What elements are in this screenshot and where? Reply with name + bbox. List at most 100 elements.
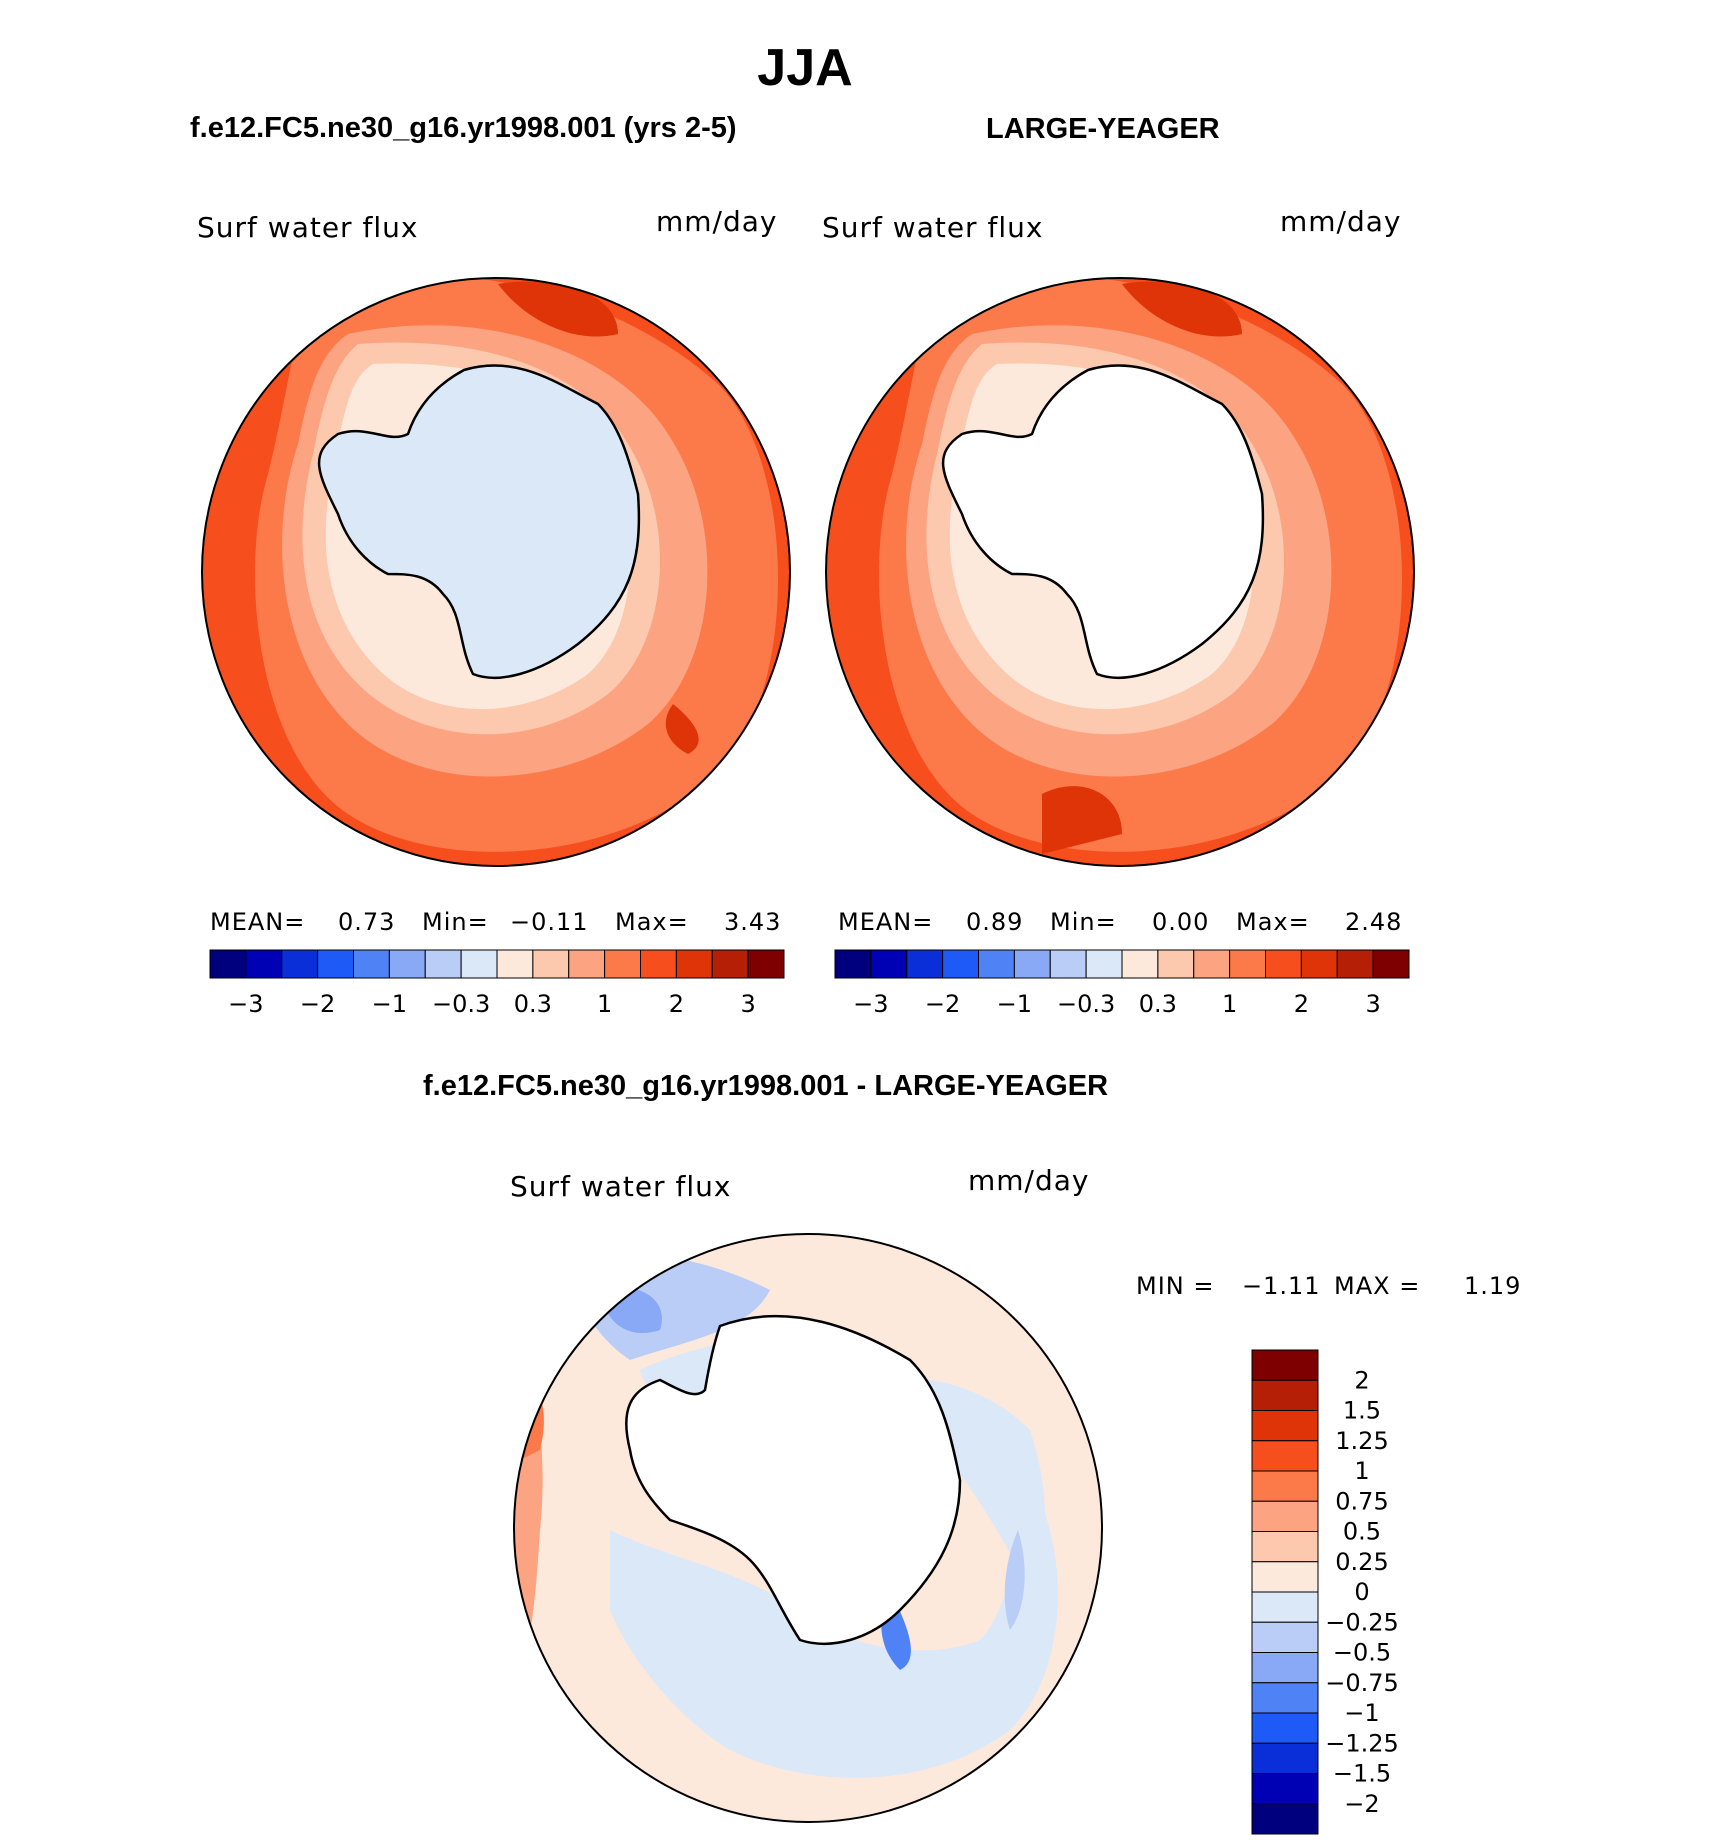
panel-2-colorbar-tick-label: 1 — [1222, 990, 1237, 1018]
panel-1-mean-label: MEAN= — [210, 908, 306, 936]
diff-colorbar-tick-label: 1 — [1354, 1457, 1369, 1485]
panel-1-colorbar-box — [604, 949, 641, 979]
diff-colorbar-tick-label: −1.5 — [1333, 1760, 1391, 1788]
diff-colorbar-tick-label: −0.75 — [1325, 1669, 1399, 1697]
panel-1-colorbar-tick-label: −1 — [372, 990, 407, 1018]
panel-1-variable: Surf water flux — [197, 211, 419, 244]
panel-2-colorbar-box — [1193, 949, 1231, 979]
diff-min-label: MIN = — [1136, 1272, 1215, 1300]
panel-1-colorbar-box — [640, 949, 677, 979]
diff-colorbar-box — [1251, 1742, 1319, 1774]
diff-colorbar-tick-label: 2 — [1354, 1366, 1369, 1394]
diff-colorbar-tick-label: 0 — [1354, 1578, 1369, 1606]
panel-2-map — [825, 277, 1415, 867]
panel-1-colorbar-tick-label: −0.3 — [432, 990, 490, 1018]
panel-2-colorbar-box — [1013, 949, 1051, 979]
panel-1-colorbar-tick-label: 1 — [597, 990, 612, 1018]
panel-2-colorbar-box — [942, 949, 979, 979]
diff-colorbar-box — [1251, 1500, 1319, 1532]
diff-colorbar-box — [1251, 1440, 1319, 1472]
diff-map — [513, 1233, 1103, 1823]
diff-colorbar-box — [1251, 1682, 1319, 1714]
panel-2-units: mm/day — [1280, 205, 1402, 238]
diff-colorbar-tick-label: −0.25 — [1325, 1608, 1399, 1636]
panel-1-colorbar-box — [245, 949, 283, 979]
diff-units: mm/day — [968, 1164, 1090, 1197]
panel-1-colorbar-box — [675, 949, 713, 979]
panel-1-colorbar-box — [568, 949, 606, 979]
diff-colorbar-tick-label: −2 — [1344, 1790, 1379, 1818]
panel-2-colorbar-box — [978, 949, 1015, 979]
panel-1-colorbar-box — [388, 949, 426, 979]
panel-1-colorbar-box — [317, 949, 354, 979]
panel-2-colorbar-box — [1265, 949, 1302, 979]
panel-1-units: mm/day — [656, 205, 778, 238]
panel-1-mean-value: 0.73 — [338, 908, 396, 936]
panel-2-colorbar-box — [1049, 949, 1087, 979]
panel-1-colorbar-box — [496, 949, 534, 979]
panel-2-colorbar-box — [870, 949, 908, 979]
panel-2-colorbar-tick-label: −1 — [997, 990, 1032, 1018]
diff-colorbar-tick-label: 1.25 — [1335, 1427, 1388, 1455]
panel-2-colorbar-tick-label: 2 — [1294, 990, 1309, 1018]
panel-2-header: LARGE-YEAGER — [986, 113, 1220, 145]
panel-2-max-label: Max= — [1236, 908, 1310, 936]
diff-min-value: −1.11 — [1242, 1272, 1321, 1300]
panel-2-mean-value: 0.89 — [966, 908, 1024, 936]
diff-colorbar-tick-label: 1.5 — [1343, 1397, 1381, 1425]
panel-1-colorbar: −3 −2 −1 −0.3 0.3 1 2 3 — [209, 949, 785, 1018]
diff-colorbar-tick-label: 0.75 — [1335, 1487, 1388, 1515]
panel-2-colorbar-box — [1085, 949, 1123, 979]
panel-1-min-value: −0.11 — [510, 908, 589, 936]
panel-2-colorbar-box — [1229, 949, 1266, 979]
diff-colorbar-box — [1251, 1379, 1319, 1411]
diff-colorbar-box — [1251, 1349, 1319, 1381]
diff-colorbar-box — [1251, 1410, 1319, 1442]
panel-2-colorbar-tick-label: −0.3 — [1057, 990, 1115, 1018]
panel-2-mean-label: MEAN= — [838, 908, 934, 936]
panel-2-colorbar-box — [1121, 949, 1159, 979]
diff-colorbar-tick-label: 0.25 — [1335, 1548, 1388, 1576]
panel-2-colorbar-box — [1300, 949, 1338, 979]
panel-2-colorbar-tick-label: 3 — [1365, 990, 1380, 1018]
diff-colorbar-box — [1251, 1803, 1319, 1835]
panel-1-colorbar-box — [424, 949, 462, 979]
diff-colorbar-box — [1251, 1591, 1319, 1623]
panel-2-colorbar-box — [906, 949, 944, 979]
diff-colorbar-box — [1251, 1773, 1319, 1805]
diff-colorbar-box — [1251, 1531, 1319, 1563]
diff-colorbar-tick-label: −1 — [1344, 1699, 1379, 1727]
panel-1-header: f.e12.FC5.ne30_g16.yr1998.001 (yrs 2-5) — [190, 112, 737, 144]
diff-colorbar-box — [1251, 1712, 1319, 1744]
diff-max-label: MAX = — [1334, 1272, 1421, 1300]
panel-1-colorbar-tick-label: −2 — [300, 990, 335, 1018]
panel-2-max-value: 2.48 — [1345, 908, 1403, 936]
diff-colorbar-tick-label: −1.25 — [1325, 1729, 1399, 1757]
panel-1-min-label: Min= — [422, 908, 489, 936]
panel-1-colorbar-tick-label: 2 — [669, 990, 684, 1018]
panel-2-colorbar: −3 −2 −1 −0.3 0.3 1 2 3 — [834, 949, 1410, 1018]
panel-2-colorbar-box — [1157, 949, 1195, 979]
diff-header: f.e12.FC5.ne30_g16.yr1998.001 - LARGE-YE… — [423, 1070, 1109, 1102]
figure-title: JJA — [757, 39, 853, 97]
panel-1-colorbar-tick-label: −3 — [228, 990, 263, 1018]
panel-1-colorbar-box — [281, 949, 319, 979]
panel-1-map — [201, 277, 791, 867]
diff-colorbar: 21.51.2510.750.50.250−0.25−0.5−0.75−1−1.… — [1251, 1349, 1399, 1835]
diff-colorbar-tick-label: −0.5 — [1333, 1639, 1391, 1667]
panel-1-colorbar-box — [532, 949, 570, 979]
diff-colorbar-box — [1251, 1621, 1319, 1653]
panel-2-colorbar-box — [834, 949, 872, 979]
panel-1-colorbar-box — [460, 949, 498, 979]
diff-variable: Surf water flux — [510, 1170, 732, 1203]
diff-colorbar-box — [1251, 1561, 1319, 1593]
panel-1-colorbar-box — [747, 949, 785, 979]
panel-2-colorbar-tick-label: −2 — [925, 990, 960, 1018]
diff-colorbar-box — [1251, 1470, 1319, 1502]
diff-max-value: 1.19 — [1464, 1272, 1522, 1300]
panel-1-colorbar-tick-label: 0.3 — [514, 990, 552, 1018]
panel-1-max-label: Max= — [615, 908, 689, 936]
panel-1-colorbar-box — [711, 949, 749, 979]
panel-2-colorbar-tick-label: 0.3 — [1139, 990, 1177, 1018]
panel-1-max-value: 3.43 — [724, 908, 782, 936]
